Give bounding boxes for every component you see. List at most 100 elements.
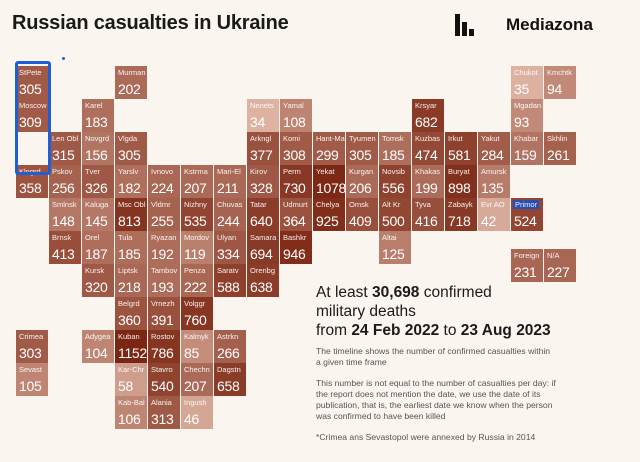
region-tile[interactable]: Kirov 328 — [247, 165, 279, 198]
region-tile[interactable]: Ryazan 192 — [148, 231, 180, 264]
region-tile[interactable]: Astrkn 266 — [214, 330, 246, 363]
region-tile[interactable]: Amursk 135 — [478, 165, 510, 198]
region-tile[interactable]: Mari-El 211 — [214, 165, 246, 198]
region-tile[interactable]: Kurgan 206 — [346, 165, 378, 198]
region-tile[interactable]: Tyumen 305 — [346, 132, 378, 165]
region-name: Stavro — [151, 365, 173, 374]
region-tile[interactable]: Alania 313 — [148, 396, 180, 429]
region-tile[interactable]: Orenbg 638 — [247, 264, 279, 297]
region-tile[interactable]: Novgrd 156 — [82, 132, 114, 165]
region-tile[interactable]: Novsib 556 — [379, 165, 411, 198]
region-value: 305 — [19, 81, 42, 97]
region-tile[interactable]: Tyva 416 — [412, 198, 444, 231]
region-tile[interactable]: Moscow 309 — [16, 99, 48, 132]
region-tile[interactable]: Khakas 199 — [412, 165, 444, 198]
region-tile[interactable]: Kar-Chr 58 — [115, 363, 147, 396]
region-tile[interactable]: Yamal 108 — [280, 99, 312, 132]
region-tile[interactable]: Zabayk 718 — [445, 198, 477, 231]
region-tile[interactable]: Brnsk 413 — [49, 231, 81, 264]
region-tile[interactable]: Dagstn 658 — [214, 363, 246, 396]
region-tile[interactable]: Kursk 320 — [82, 264, 114, 297]
region-tile[interactable]: Chechn 207 — [181, 363, 213, 396]
region-tile[interactable]: StPete 305 — [16, 66, 48, 99]
region-tile[interactable]: Tula 185 — [115, 231, 147, 264]
region-tile[interactable]: Krsyar 682 — [412, 99, 444, 132]
region-tile[interactable]: Vlgda 305 — [115, 132, 147, 165]
region-tile[interactable]: Nizhny 535 — [181, 198, 213, 231]
region-name: Yamal — [283, 101, 304, 110]
region-tile[interactable]: Ivnovo 224 — [148, 165, 180, 198]
region-tile[interactable]: Msc Obl 813 — [115, 198, 147, 231]
region-tile[interactable]: Evr AO 42 — [478, 198, 510, 231]
region-tile[interactable]: Mordov 119 — [181, 231, 213, 264]
logo-bar — [462, 22, 467, 36]
region-tile[interactable]: Udmurt 364 — [280, 198, 312, 231]
region-tile[interactable]: Saratv 588 — [214, 264, 246, 297]
region-tile[interactable]: Volggr 760 — [181, 297, 213, 330]
region-value: 309 — [19, 114, 42, 130]
region-tile[interactable]: Karel 183 — [82, 99, 114, 132]
region-name: Adygea — [85, 332, 111, 341]
region-tile[interactable]: Mgadan 93 — [511, 99, 543, 132]
region-tile[interactable]: Yekat 1078 — [313, 165, 345, 198]
region-tile[interactable]: Tatar 640 — [247, 198, 279, 231]
region-tile[interactable]: Hant-Ma 299 — [313, 132, 345, 165]
region-tile[interactable]: Primor 524 — [511, 198, 543, 231]
region-tile[interactable]: Komi 308 — [280, 132, 312, 165]
summary-line-3: from 24 Feb 2022 to 23 Aug 2023 — [316, 321, 626, 340]
region-tile[interactable]: Sevast 105 — [16, 363, 48, 396]
region-tile[interactable]: Omsk 409 — [346, 198, 378, 231]
region-tile[interactable]: Vrnezh 391 — [148, 297, 180, 330]
region-tile[interactable]: Yakut 284 — [478, 132, 510, 165]
region-tile[interactable]: Crimea 303 — [16, 330, 48, 363]
region-name: Tver — [85, 167, 100, 176]
region-value: 125 — [382, 246, 405, 262]
region-tile[interactable]: Alt Kr 500 — [379, 198, 411, 231]
region-tile[interactable]: Klngrd 358 — [16, 165, 48, 198]
region-tile[interactable]: Murman 202 — [115, 66, 147, 99]
region-tile[interactable]: Pskov 256 — [49, 165, 81, 198]
region-tile[interactable]: Skhlin 261 — [544, 132, 576, 165]
region-tile[interactable]: Buryat 898 — [445, 165, 477, 198]
summary-line-2: military deaths — [316, 303, 416, 320]
region-tile[interactable]: Kaluga 145 — [82, 198, 114, 231]
region-tile[interactable]: Bashkr 946 — [280, 231, 312, 264]
region-name: Chuvas — [217, 200, 243, 209]
region-tile[interactable]: Ulyan 334 — [214, 231, 246, 264]
region-tile[interactable]: Chelya 925 — [313, 198, 345, 231]
region-tile[interactable]: Kstrma 207 — [181, 165, 213, 198]
region-tile[interactable]: Ingush 46 — [181, 396, 213, 429]
region-tile[interactable]: Khabar 159 — [511, 132, 543, 165]
region-tile[interactable]: Nenets 34 — [247, 99, 279, 132]
region-tile[interactable]: Vldmr 255 — [148, 198, 180, 231]
region-tile[interactable]: Rostov 786 — [148, 330, 180, 363]
region-tile[interactable]: Stavro 540 — [148, 363, 180, 396]
region-name: Novgrd — [85, 134, 110, 143]
region-tile[interactable]: Kmchtk 94 — [544, 66, 576, 99]
region-tile[interactable]: Penza 222 — [181, 264, 213, 297]
region-tile[interactable]: Foreign 231 — [511, 249, 543, 282]
region-tile[interactable]: Samara 694 — [247, 231, 279, 264]
region-tile[interactable]: Liptsk 218 — [115, 264, 147, 297]
region-tile[interactable]: N/A 227 — [544, 249, 576, 282]
region-tile[interactable]: Tambov 193 — [148, 264, 180, 297]
region-tile[interactable]: Chuvas 244 — [214, 198, 246, 231]
region-tile[interactable]: Adygea 104 — [82, 330, 114, 363]
region-tile[interactable]: Irkut 581 — [445, 132, 477, 165]
region-tile[interactable]: Chukot 35 — [511, 66, 543, 99]
region-value: 474 — [415, 147, 438, 163]
region-tile[interactable]: Len Obl 315 — [49, 132, 81, 165]
region-tile[interactable]: Kalmyk 85 — [181, 330, 213, 363]
region-tile[interactable]: Tver 326 — [82, 165, 114, 198]
region-tile[interactable]: Altai 125 — [379, 231, 411, 264]
region-tile[interactable]: Arkngl 377 — [247, 132, 279, 165]
region-tile[interactable]: Tomsk 185 — [379, 132, 411, 165]
region-tile[interactable]: Belgrd 360 — [115, 297, 147, 330]
region-tile[interactable]: Smlnsk 148 — [49, 198, 81, 231]
region-tile[interactable]: Yarslv 182 — [115, 165, 147, 198]
region-tile[interactable]: Kuzbas 474 — [412, 132, 444, 165]
region-tile[interactable]: Orel 187 — [82, 231, 114, 264]
region-tile[interactable]: Kuban 1152 — [115, 330, 147, 363]
region-tile[interactable]: Kab-Bal 106 — [115, 396, 147, 429]
region-tile[interactable]: Perm 730 — [280, 165, 312, 198]
